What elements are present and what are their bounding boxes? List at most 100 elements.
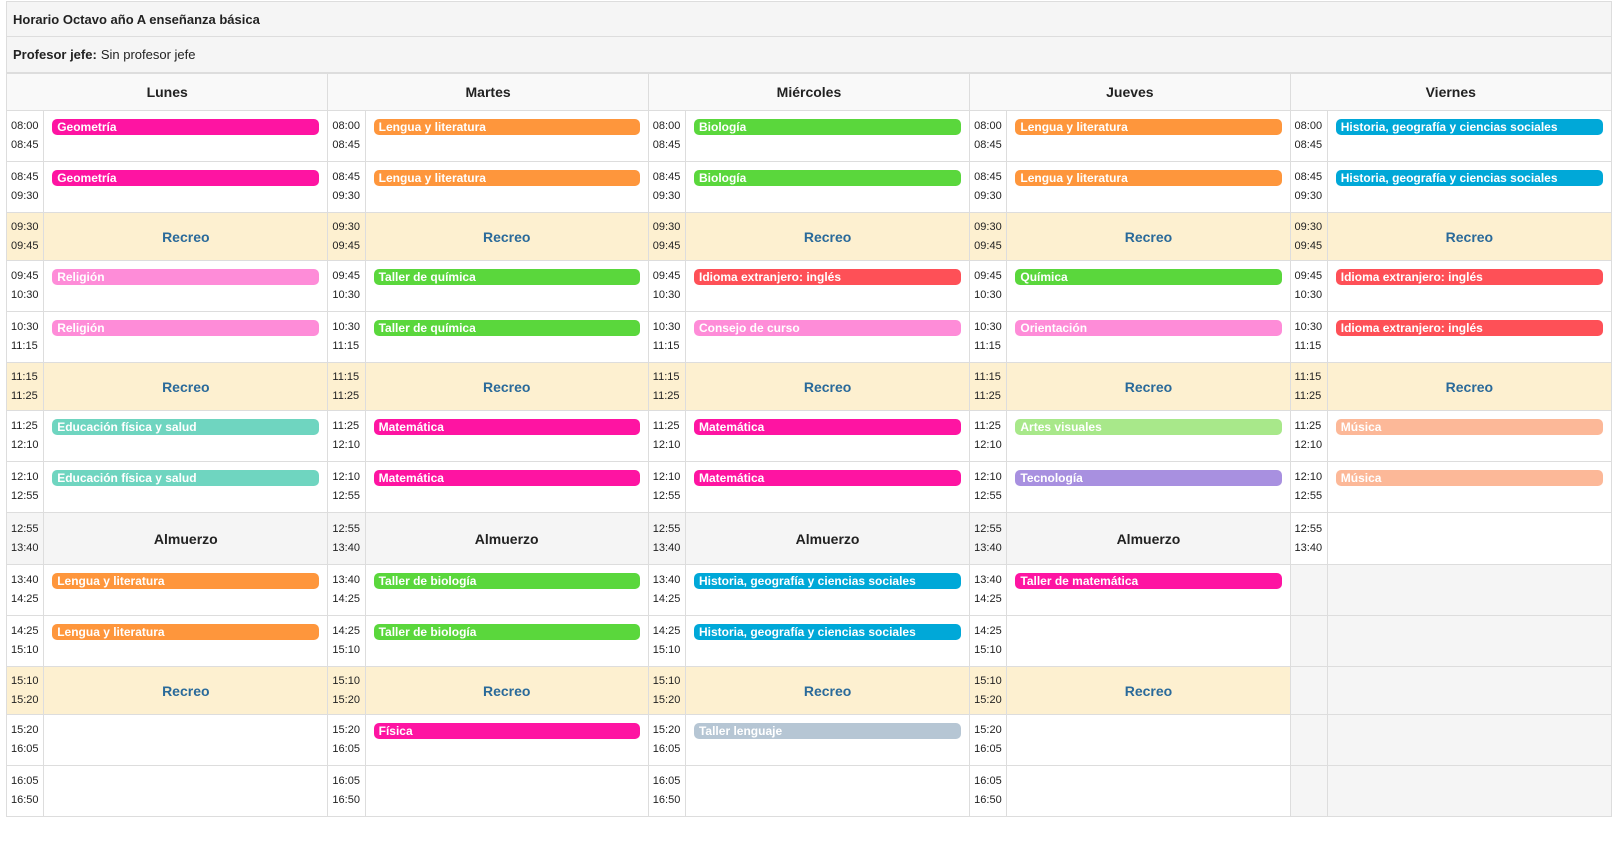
- slot-end-time: 12:55: [974, 490, 1002, 502]
- subject-badge[interactable]: Matemática: [373, 419, 640, 435]
- subject-badge[interactable]: Orientación: [1015, 320, 1282, 336]
- subject-badge[interactable]: Matemática: [373, 470, 640, 486]
- class-cell: Taller de química: [364, 311, 649, 363]
- subject-badge[interactable]: Idioma extranjero: inglés: [1335, 269, 1603, 285]
- slot-start-time: 08:00: [1294, 120, 1323, 132]
- slot-end-time: 10:30: [974, 289, 1002, 301]
- subject-badge[interactable]: Historia, geografía y ciencias sociales: [1335, 119, 1603, 135]
- subject-badge[interactable]: Idioma extranjero: inglés: [693, 269, 962, 285]
- subject-badge[interactable]: Taller de biología: [373, 573, 640, 589]
- class-cell: Historia, geografía y ciencias sociales: [1326, 161, 1613, 213]
- slot-end-time: 16:05: [332, 743, 360, 755]
- subject-badge[interactable]: Geometría: [52, 119, 320, 135]
- slot-time: 15:10 15:20: [327, 666, 366, 715]
- slot-time: 08:45 09:30: [647, 161, 686, 213]
- class-cell: Consejo de curso: [684, 311, 971, 363]
- subject-badge[interactable]: Lengua y literatura: [1015, 170, 1282, 186]
- slot-time: 12:10 12:55: [327, 461, 366, 513]
- head-teacher-row: Profesor jefe: Sin profesor jefe: [6, 37, 1612, 73]
- subject-badge[interactable]: Biología: [693, 119, 962, 135]
- slot-time: 15:10 15:20: [647, 666, 686, 715]
- slot-start-time: 09:30: [11, 220, 39, 233]
- lunch-cell: Almuerzo: [43, 512, 329, 565]
- slot-end-time: 12:10: [332, 439, 360, 451]
- class-cell: Lengua y literatura: [43, 564, 329, 616]
- slot-time: 09:45 10:30: [969, 260, 1008, 312]
- subject-badge[interactable]: Biología: [693, 170, 962, 186]
- subject-badge[interactable]: Historia, geografía y ciencias sociales: [693, 624, 962, 640]
- subject-badge[interactable]: Historia, geografía y ciencias sociales: [693, 573, 962, 589]
- slot-time: [1289, 615, 1328, 667]
- slot-end-time: 13:40: [1294, 541, 1323, 554]
- class-cell: Orientación: [1006, 311, 1291, 363]
- class-cell: Matemática: [364, 410, 649, 462]
- subject-badge[interactable]: Religión: [52, 320, 320, 336]
- slot-time: 15:20 16:05: [5, 714, 45, 766]
- subject-badge[interactable]: Lengua y literatura: [373, 119, 640, 135]
- subject-badge[interactable]: Taller de matemática: [1015, 573, 1282, 589]
- subject-badge[interactable]: Idioma extranjero: inglés: [1335, 320, 1603, 336]
- subject-badge[interactable]: Taller lenguaje: [693, 723, 962, 739]
- slot-start-time: 10:30: [11, 321, 39, 333]
- slot-end-time: 09:45: [974, 239, 1002, 252]
- subject-badge[interactable]: Artes visuales: [1015, 419, 1282, 435]
- subject-badge[interactable]: Geometría: [52, 170, 320, 186]
- subject-badge[interactable]: Música: [1335, 419, 1603, 435]
- slot-time: [1289, 714, 1328, 766]
- class-cell: Matemática: [684, 410, 971, 462]
- day-header-miércoles: Miércoles: [647, 73, 971, 111]
- slot-end-time: 11:25: [1294, 389, 1322, 402]
- subject-badge[interactable]: Educación física y salud: [52, 419, 320, 435]
- subject-badge[interactable]: Lengua y literatura: [52, 624, 320, 640]
- schedule-row: 08:45 09:30 Geometría 08:45 09:30 Lengua y li…: [5, 161, 1613, 213]
- subject-badge[interactable]: Física: [373, 723, 640, 739]
- subject-badge[interactable]: Lengua y literatura: [1015, 119, 1282, 135]
- subject-badge[interactable]: Lengua y literatura: [373, 170, 640, 186]
- schedule-row: 08:00 08:45 Geometría 08:00 08:45 Lengua y li…: [5, 110, 1613, 162]
- slot-start-time: 10:30: [652, 321, 681, 333]
- break-cell: Recreo: [364, 666, 649, 715]
- subject-badge[interactable]: Matemática: [693, 419, 962, 435]
- subject-badge[interactable]: Lengua y literatura: [52, 573, 320, 589]
- subject-badge[interactable]: Música: [1335, 470, 1603, 486]
- subject-badge[interactable]: Taller de química: [373, 320, 640, 336]
- slot-end-time: 15:20: [974, 693, 1002, 706]
- subject-badge[interactable]: Taller de biología: [373, 624, 640, 640]
- slot-start-time: 08:45: [974, 171, 1002, 183]
- slot-end-time: 09:30: [332, 190, 360, 202]
- break-cell: Recreo: [1326, 362, 1613, 411]
- slot-end-time: 08:45: [332, 139, 360, 151]
- slot-start-time: 11:25: [652, 420, 680, 432]
- slot-start-time: 16:05: [332, 775, 360, 787]
- break-cell: Recreo: [364, 362, 649, 411]
- break-cell: Recreo: [1006, 212, 1291, 261]
- slot-time: 08:45 09:30: [327, 161, 366, 213]
- slot-time: 09:45 10:30: [327, 260, 366, 312]
- slot-start-time: 11:15: [1294, 370, 1322, 383]
- schedule-row: 15:20 16:05 15:20 16:05 Física 15:20 16:05 Tall…: [5, 714, 1613, 766]
- slot-end-time: 13:40: [652, 541, 681, 554]
- class-cell: Taller de química: [364, 260, 649, 312]
- slot-time: 16:05 16:50: [969, 765, 1008, 817]
- empty-cell: [1326, 765, 1613, 817]
- slot-end-time: 13:40: [11, 541, 39, 554]
- slot-end-time: 12:10: [652, 439, 681, 451]
- subject-badge[interactable]: Educación física y salud: [52, 470, 320, 486]
- subject-badge[interactable]: Religión: [52, 269, 320, 285]
- slot-time: 11:15 11:25: [327, 362, 366, 411]
- break-cell: Recreo: [684, 212, 971, 261]
- schedule-row: 13:40 14:25 Lengua y literatura 13:40 14:25 T…: [5, 564, 1613, 616]
- schedule-row: 16:05 16:50 16:05 16:50 16:05 16:50 16:05 16:50: [5, 765, 1613, 817]
- subject-badge[interactable]: Tecnología: [1015, 470, 1282, 486]
- slot-end-time: 12:10: [11, 439, 39, 451]
- subject-badge[interactable]: Química: [1015, 269, 1282, 285]
- subject-badge[interactable]: Consejo de curso: [693, 320, 962, 336]
- subject-badge[interactable]: Taller de química: [373, 269, 640, 285]
- slot-start-time: 08:00: [332, 120, 360, 132]
- slot-time: 08:45 09:30: [969, 161, 1008, 213]
- subject-badge[interactable]: Matemática: [693, 470, 962, 486]
- slot-time: 12:55 13:40: [647, 512, 686, 565]
- slot-start-time: 15:20: [332, 724, 360, 736]
- subject-badge[interactable]: Historia, geografía y ciencias sociales: [1335, 170, 1603, 186]
- slot-end-time: 09:30: [974, 190, 1002, 202]
